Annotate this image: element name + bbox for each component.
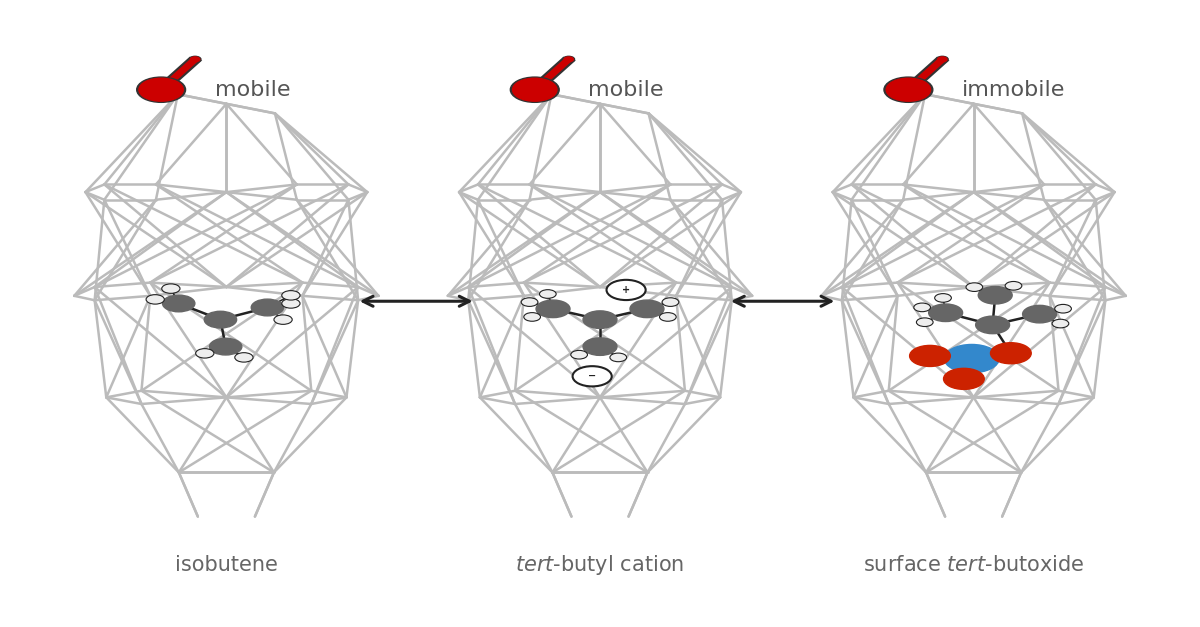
Circle shape <box>976 316 1009 334</box>
Circle shape <box>274 315 293 324</box>
Circle shape <box>660 313 676 321</box>
Text: mobile: mobile <box>215 80 290 100</box>
Text: immobile: immobile <box>961 80 1066 100</box>
Circle shape <box>583 338 617 356</box>
Text: +: + <box>622 285 630 295</box>
Circle shape <box>1006 282 1022 290</box>
Polygon shape <box>904 58 947 92</box>
Circle shape <box>606 280 646 300</box>
Circle shape <box>524 313 540 321</box>
Circle shape <box>944 344 1000 373</box>
Circle shape <box>210 338 242 355</box>
Circle shape <box>978 287 1012 304</box>
Polygon shape <box>529 58 574 92</box>
Circle shape <box>540 290 556 298</box>
Circle shape <box>512 78 557 101</box>
Text: surface $\it{tert}$-butoxide: surface $\it{tert}$-butoxide <box>863 555 1085 575</box>
Circle shape <box>630 300 664 318</box>
Circle shape <box>935 293 952 302</box>
Circle shape <box>564 57 574 62</box>
Circle shape <box>282 291 300 300</box>
Circle shape <box>572 366 612 386</box>
Circle shape <box>936 56 948 62</box>
Circle shape <box>282 298 300 308</box>
Circle shape <box>139 78 184 101</box>
Circle shape <box>521 298 538 307</box>
Circle shape <box>536 300 570 318</box>
Circle shape <box>1022 305 1056 323</box>
Text: $\it{tert}$-butyl cation: $\it{tert}$-butyl cation <box>516 553 684 577</box>
Polygon shape <box>156 58 200 92</box>
Circle shape <box>917 318 934 327</box>
Circle shape <box>662 298 679 307</box>
Circle shape <box>190 56 200 62</box>
Text: mobile: mobile <box>588 80 664 100</box>
Circle shape <box>137 77 186 102</box>
Circle shape <box>886 78 930 101</box>
Circle shape <box>884 77 932 102</box>
Circle shape <box>563 56 575 62</box>
Circle shape <box>162 284 180 293</box>
Circle shape <box>571 350 588 359</box>
Circle shape <box>583 311 617 329</box>
Circle shape <box>251 299 283 316</box>
Circle shape <box>146 295 164 304</box>
Circle shape <box>913 303 930 312</box>
Circle shape <box>204 311 236 328</box>
Circle shape <box>910 345 950 366</box>
Circle shape <box>1052 319 1069 328</box>
Circle shape <box>1055 304 1072 313</box>
Circle shape <box>929 304 962 322</box>
Circle shape <box>937 57 947 62</box>
Circle shape <box>235 352 253 362</box>
Circle shape <box>966 283 983 292</box>
Circle shape <box>191 57 199 62</box>
Circle shape <box>610 353 626 362</box>
Circle shape <box>162 295 194 312</box>
Text: isobutene: isobutene <box>175 555 278 575</box>
Circle shape <box>196 349 214 358</box>
Text: −: − <box>588 371 596 381</box>
Circle shape <box>990 343 1031 364</box>
Circle shape <box>510 77 559 102</box>
Circle shape <box>943 368 984 389</box>
